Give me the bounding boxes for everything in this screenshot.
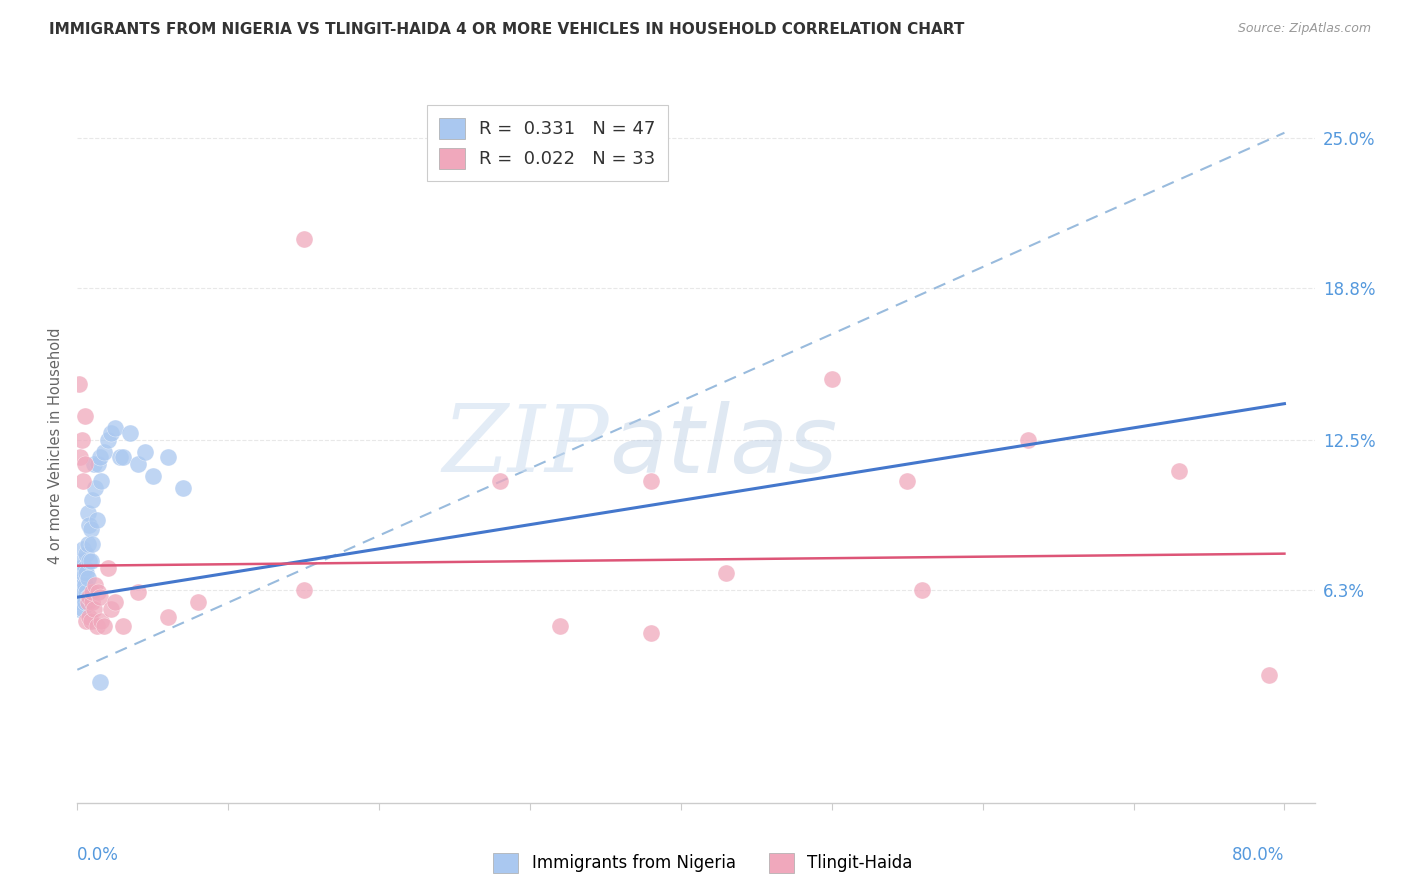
Point — [96, 561, 118, 575]
Point — [100, 602, 122, 616]
Point — [69, 450, 91, 464]
Point — [73, 561, 96, 575]
Point — [640, 626, 662, 640]
Point — [77, 595, 100, 609]
Point — [83, 457, 105, 471]
Point — [1167, 464, 1189, 478]
Point — [70, 578, 93, 592]
Point — [77, 571, 100, 585]
Point — [73, 409, 96, 423]
Point — [79, 609, 101, 624]
Point — [69, 585, 91, 599]
Point — [89, 674, 111, 689]
Point — [72, 585, 94, 599]
Point — [1017, 433, 1039, 447]
Point — [187, 595, 209, 609]
Text: 80.0%: 80.0% — [1232, 846, 1285, 863]
Point — [82, 537, 104, 551]
Point — [67, 377, 90, 392]
Point — [86, 513, 108, 527]
Point — [87, 585, 110, 599]
Point — [82, 493, 104, 508]
Point — [73, 578, 96, 592]
Point — [172, 481, 194, 495]
Text: Source: ZipAtlas.com: Source: ZipAtlas.com — [1237, 22, 1371, 36]
Point — [89, 590, 111, 604]
Point — [73, 457, 96, 471]
Point — [82, 595, 104, 609]
Point — [292, 232, 315, 246]
Point — [104, 595, 127, 609]
Point — [67, 602, 90, 616]
Point — [156, 450, 179, 464]
Point — [79, 554, 101, 568]
Point — [69, 561, 91, 575]
Point — [80, 615, 103, 629]
Point — [75, 615, 97, 629]
Point — [90, 474, 112, 488]
Point — [911, 582, 934, 597]
Point — [96, 433, 118, 447]
Point — [488, 474, 510, 488]
Point — [84, 578, 107, 592]
Point — [72, 474, 94, 488]
Legend: Immigrants from Nigeria, Tlingit-Haida: Immigrants from Nigeria, Tlingit-Haida — [486, 847, 920, 880]
Text: ZIP: ZIP — [443, 401, 609, 491]
Point — [108, 450, 131, 464]
Point — [640, 474, 662, 488]
Point — [70, 590, 93, 604]
Point — [714, 566, 737, 580]
Point — [87, 457, 110, 471]
Point — [111, 450, 134, 464]
Point — [79, 517, 101, 532]
Point — [72, 602, 94, 616]
Point — [75, 566, 97, 580]
Point — [72, 541, 94, 556]
Point — [77, 506, 100, 520]
Text: IMMIGRANTS FROM NIGERIA VS TLINGIT-HAIDA 4 OR MORE VEHICLES IN HOUSEHOLD CORRELA: IMMIGRANTS FROM NIGERIA VS TLINGIT-HAIDA… — [49, 22, 965, 37]
Point — [821, 372, 844, 386]
Point — [1258, 667, 1281, 681]
Point — [67, 571, 90, 585]
Point — [90, 615, 112, 629]
Text: atlas: atlas — [609, 401, 838, 491]
Point — [127, 585, 149, 599]
Point — [100, 425, 122, 440]
Point — [80, 523, 103, 537]
Point — [73, 595, 96, 609]
Point — [111, 619, 134, 633]
Point — [77, 590, 100, 604]
Point — [82, 585, 104, 599]
Point — [896, 474, 918, 488]
Point — [93, 445, 115, 459]
Point — [83, 602, 105, 616]
Point — [70, 433, 93, 447]
Y-axis label: 4 or more Vehicles in Household: 4 or more Vehicles in Household — [48, 327, 63, 565]
Point — [79, 590, 101, 604]
Point — [120, 425, 142, 440]
Point — [127, 457, 149, 471]
Point — [84, 481, 107, 495]
Point — [156, 609, 179, 624]
Point — [75, 585, 97, 599]
Point — [104, 421, 127, 435]
Point — [142, 469, 165, 483]
Point — [69, 595, 91, 609]
Point — [292, 582, 315, 597]
Point — [93, 619, 115, 633]
Point — [77, 537, 100, 551]
Point — [72, 566, 94, 580]
Legend: R =  0.331   N = 47, R =  0.022   N = 33: R = 0.331 N = 47, R = 0.022 N = 33 — [427, 105, 668, 181]
Point — [70, 554, 93, 568]
Point — [548, 619, 571, 633]
Point — [80, 554, 103, 568]
Text: 0.0%: 0.0% — [77, 846, 120, 863]
Point — [86, 619, 108, 633]
Point — [134, 445, 156, 459]
Point — [75, 547, 97, 561]
Point — [89, 450, 111, 464]
